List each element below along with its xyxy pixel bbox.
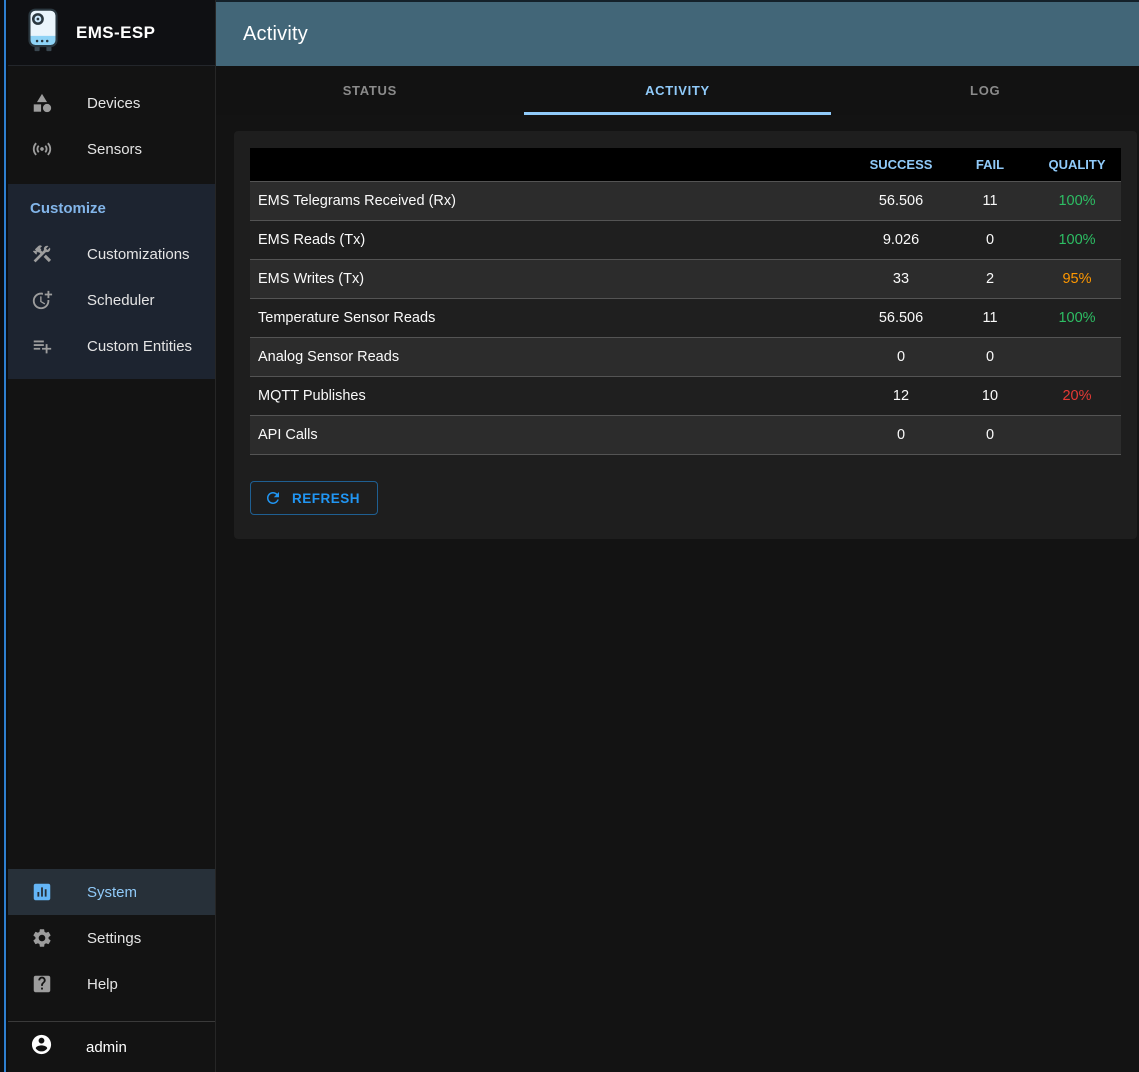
quality-value: 100% <box>1033 181 1121 221</box>
table-row: MQTT Publishes 12 10 20% <box>250 376 1121 416</box>
sidebar-divider <box>8 1021 215 1022</box>
page-title: Activity <box>243 22 308 45</box>
table-row: EMS Reads (Tx) 9.026 0 100% <box>250 220 1121 260</box>
sidebar-item-sensors[interactable]: Sensors <box>8 126 215 172</box>
sidebar-item-devices[interactable]: Devices <box>8 80 215 126</box>
row-label: Analog Sensor Reads <box>250 337 855 377</box>
row-label: Temperature Sensor Reads <box>250 298 855 338</box>
row-label: EMS Reads (Tx) <box>250 220 855 260</box>
tab-activity[interactable]: ACTIVITY <box>523 66 832 115</box>
background-window-sliver <box>0 0 8 1072</box>
fail-value: 0 <box>947 415 1033 455</box>
sidebar-item-customizations[interactable]: Customizations <box>8 231 215 277</box>
customize-section-header: Customize <box>30 200 106 217</box>
fail-value: 0 <box>947 337 1033 377</box>
category-icon <box>30 91 54 115</box>
sidebar-item-help[interactable]: Help <box>8 961 215 1007</box>
sidebar-item-label: Help <box>87 975 118 993</box>
main-area: Activity STATUS ACTIVITY LOG SUCCESS FAIL … <box>216 0 1139 1072</box>
quality-value <box>1033 415 1121 455</box>
tab-log[interactable]: LOG <box>970 83 1001 98</box>
sidebar-item-settings[interactable]: Settings <box>8 915 215 961</box>
quality-value: 95% <box>1033 259 1121 299</box>
tab-bar: STATUS ACTIVITY LOG <box>216 66 1139 115</box>
account-circle-icon <box>30 1033 53 1061</box>
sidebar-item-scheduler[interactable]: Scheduler <box>8 277 215 323</box>
user-label: admin <box>86 1038 127 1056</box>
column-header-quality: QUALITY <box>1033 148 1121 182</box>
analytics-icon <box>30 880 54 904</box>
activity-table-header: SUCCESS FAIL QUALITY <box>250 148 1121 182</box>
table-row: EMS Telegrams Received (Rx) 56.506 11 100% <box>250 181 1121 221</box>
table-row: Analog Sensor Reads 0 0 <box>250 337 1121 377</box>
more-time-icon <box>30 288 54 312</box>
brand-title: EMS-ESP <box>76 22 156 42</box>
column-header-success: SUCCESS <box>855 148 947 182</box>
quality-value: 100% <box>1033 298 1121 338</box>
sensors-icon <box>30 137 54 161</box>
column-header-fail: FAIL <box>947 148 1033 182</box>
sidebar: EMS-ESP Devices Sensors Customize <box>8 0 216 1072</box>
boiler-logo-icon <box>24 8 62 57</box>
table-row: EMS Writes (Tx) 33 2 95% <box>250 259 1121 299</box>
app-bar: Activity <box>216 0 1139 66</box>
table-row: API Calls 0 0 <box>250 415 1121 455</box>
construction-icon <box>30 242 54 266</box>
activity-card: SUCCESS FAIL QUALITY EMS Telegrams Recei… <box>234 131 1137 539</box>
refresh-icon <box>264 489 282 507</box>
playlist-add-icon <box>30 334 54 358</box>
sidebar-item-label: Customizations <box>87 245 190 263</box>
row-label: EMS Telegrams Received (Rx) <box>250 181 855 221</box>
content-area: SUCCESS FAIL QUALITY EMS Telegrams Recei… <box>216 115 1139 1072</box>
window-edge-accent <box>4 0 6 1072</box>
sidebar-item-label: System <box>87 883 138 901</box>
success-value: 0 <box>855 415 947 455</box>
success-value: 12 <box>855 376 947 416</box>
activity-table-body: EMS Telegrams Received (Rx) 56.506 11 100% E… <box>250 181 1121 455</box>
sidebar-item-label: Custom Entities <box>87 337 193 355</box>
sidebar-item-label: Devices <box>87 94 141 112</box>
quality-value <box>1033 337 1121 377</box>
gear-icon <box>30 926 54 950</box>
activity-table: SUCCESS FAIL QUALITY EMS Telegrams Recei… <box>250 148 1121 455</box>
sidebar-spacer <box>8 379 215 869</box>
tab-status[interactable]: STATUS <box>342 83 397 98</box>
sidebar-item-label: Sensors <box>87 140 143 158</box>
brand-header: EMS-ESP <box>8 0 215 66</box>
fail-value: 10 <box>947 376 1033 416</box>
column-header-name <box>250 148 855 182</box>
row-label: API Calls <box>250 415 855 455</box>
sidebar-item-system[interactable]: System <box>8 869 215 915</box>
row-label: EMS Writes (Tx) <box>250 259 855 299</box>
customize-section: Customize Customizations Scheduler <box>8 184 215 379</box>
sidebar-item-custom-entities[interactable]: Custom Entities <box>8 323 215 369</box>
fail-value: 0 <box>947 220 1033 260</box>
fail-value: 11 <box>947 181 1033 221</box>
sidebar-item-label: Scheduler <box>87 291 155 309</box>
success-value: 56.506 <box>855 298 947 338</box>
success-value: 56.506 <box>855 181 947 221</box>
fail-value: 11 <box>947 298 1033 338</box>
sidebar-nav: Devices Sensors Customize Customizations <box>8 66 215 1072</box>
user-menu-admin[interactable]: admin <box>8 1022 215 1072</box>
quality-value: 100% <box>1033 220 1121 260</box>
refresh-button[interactable]: REFRESH <box>250 481 379 515</box>
refresh-button-label: REFRESH <box>292 490 361 506</box>
quality-value: 20% <box>1033 376 1121 416</box>
success-value: 33 <box>855 259 947 299</box>
sidebar-item-label: Settings <box>87 929 142 947</box>
fail-value: 2 <box>947 259 1033 299</box>
success-value: 9.026 <box>855 220 947 260</box>
row-label: MQTT Publishes <box>250 376 855 416</box>
help-icon <box>30 972 54 996</box>
table-row: Temperature Sensor Reads 56.506 11 100% <box>250 298 1121 338</box>
success-value: 0 <box>855 337 947 377</box>
